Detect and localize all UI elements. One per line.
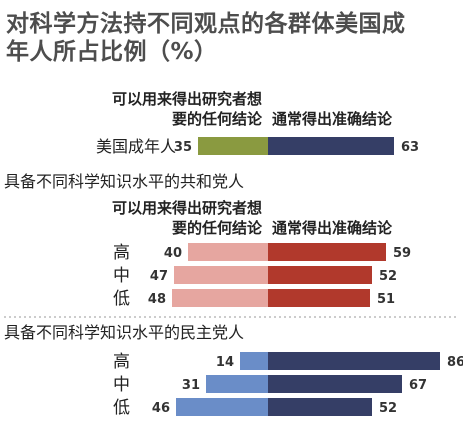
bar-accurate-conclusion-1-1 [268,266,372,284]
value-label-accurate-1-0: 59 [393,246,411,261]
value-label-any-0-0: 35 [174,140,192,155]
header-accurate-conclusion-0: 通常得出准确结论 [272,110,393,128]
value-label-any-2-1: 31 [182,378,200,393]
value-label-accurate-2-0: 86 [447,355,463,370]
value-label-any-2-2: 46 [152,401,170,416]
value-label-any-1-2: 48 [148,292,166,307]
bar-accurate-conclusion-2-0 [268,352,440,370]
category-label-1-1: 中 [113,266,130,286]
header-any-conclusion-1-1: 要的任何结论 [172,219,263,237]
value-label-any-1-0: 40 [164,246,182,261]
header-any-conclusion-0-1: 要的任何结论 [172,110,263,128]
value-label-any-1-1: 47 [150,269,168,284]
bar-accurate-conclusion-2-2 [268,398,372,416]
bar-accurate-conclusion-1-0 [268,243,386,261]
bar-accurate-conclusion-1-2 [268,289,370,307]
header-any-conclusion-1-0: 可以用来得出研究者想 [112,199,262,217]
value-label-any-2-0: 14 [216,355,234,370]
group-label-2: 具备不同科学知识水平的民主党人 [4,323,244,342]
chart-title-line-2: 年人所占比例（%） [6,39,218,65]
value-label-accurate-2-2: 52 [379,401,397,416]
bar-any-conclusion-1-2 [172,289,268,307]
header-any-conclusion-0-0: 可以用来得出研究者想 [112,90,262,108]
value-label-accurate-0-0: 63 [401,140,419,155]
category-label-2-0: 高 [113,352,130,372]
bar-any-conclusion-2-1 [206,375,268,393]
bar-accurate-conclusion-2-1 [268,375,402,393]
bar-any-conclusion-1-0 [188,243,268,261]
category-label-2-1: 中 [113,375,130,395]
header-accurate-conclusion-1: 通常得出准确结论 [272,219,393,237]
category-label-2-2: 低 [113,398,130,418]
category-label-1-2: 低 [113,289,130,309]
value-label-accurate-1-1: 52 [379,269,397,284]
bar-any-conclusion-0-0 [198,137,268,155]
bar-any-conclusion-1-1 [174,266,268,284]
category-label-0-0: 美国成年人 [96,137,176,156]
category-label-1-0: 高 [113,243,130,263]
value-label-accurate-1-2: 51 [377,292,395,307]
bar-accurate-conclusion-0-0 [268,137,394,155]
group-label-1: 具备不同科学知识水平的共和党人 [4,172,244,191]
bar-any-conclusion-2-2 [176,398,268,416]
value-label-accurate-2-1: 67 [409,378,427,393]
chart-title-line-1: 对科学方法持不同观点的各群体美国成 [6,11,406,37]
bar-any-conclusion-2-0 [240,352,268,370]
